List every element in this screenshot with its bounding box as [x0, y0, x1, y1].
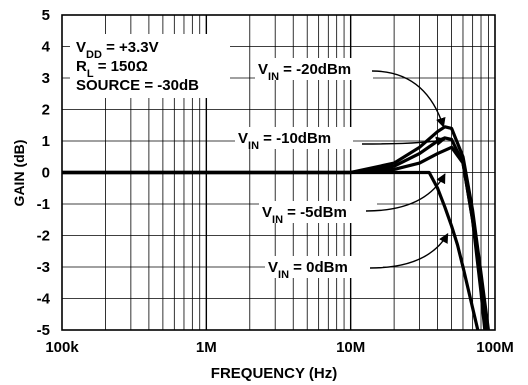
y-tick-label: 4	[42, 39, 51, 56]
series-label-background	[235, 127, 353, 149]
y-tick-label: -3	[37, 259, 50, 276]
condition-source: SOURCE = -30dB	[76, 77, 199, 94]
y-tick-label: -5	[37, 322, 50, 339]
y-tick-label: -4	[37, 291, 51, 308]
condition-rl: RL = 150Ω	[76, 58, 148, 80]
y-tick-label: -1	[37, 196, 50, 213]
series-label-0: VIN = -20dBm	[258, 61, 351, 83]
y-tick-label: 1	[42, 133, 50, 150]
x-tick-label: 10M	[336, 339, 365, 356]
annotation-arrow-1	[361, 136, 446, 147]
x-tick-label: 1M	[196, 339, 217, 356]
y-tick-label: 2	[42, 102, 50, 119]
series-line-1	[62, 136, 488, 331]
x-tick-label: 100M	[476, 339, 514, 356]
y-tick-label: 5	[42, 7, 50, 24]
series-label-2: VIN = -5dBm	[262, 204, 347, 226]
annotation-arrow-2	[365, 173, 446, 212]
y-tick-label: -2	[37, 228, 50, 245]
annotation-arrow-3	[369, 233, 449, 269]
series-label-1: VIN = -10dBm	[238, 130, 331, 152]
y-tick-label: 0	[42, 165, 50, 182]
x-axis-label: FREQUENCY (Hz)	[211, 365, 337, 382]
conditions-background	[70, 34, 230, 98]
x-tick-label: 100k	[45, 339, 79, 356]
series-line-3	[62, 170, 480, 331]
series-line-2	[62, 145, 487, 331]
conditions-box: VDD = +3.3V RL = 150Ω SOURCE = -30dB	[70, 34, 230, 98]
y-tick-label: 3	[42, 70, 50, 87]
y-axis-label: GAIN (dB)	[11, 140, 27, 207]
series-label-background	[265, 256, 383, 278]
series-label-background	[259, 201, 377, 223]
plot-frame	[61, 14, 496, 331]
series-label-background	[255, 58, 373, 80]
annotation-arrow-0	[371, 70, 446, 128]
